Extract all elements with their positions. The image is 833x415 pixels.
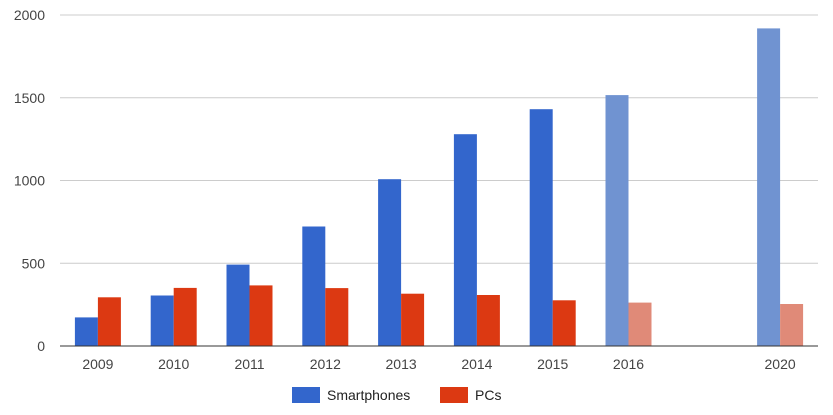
bar-smartphones-2020[interactable] xyxy=(757,28,781,347)
bar-smartphones-2014[interactable] xyxy=(453,134,477,346)
bar-pcs-2013[interactable] xyxy=(401,293,425,346)
y-tick-label: 0 xyxy=(37,338,45,354)
y-tick-label: 2000 xyxy=(14,7,45,23)
legend-swatch-smartphones xyxy=(292,387,320,403)
bar-smartphones-2010[interactable] xyxy=(150,295,174,347)
legend-item-smartphones[interactable]: Smartphones xyxy=(292,387,410,403)
bar-smartphones-2011[interactable] xyxy=(226,264,250,346)
bar-pcs-2012[interactable] xyxy=(325,288,349,346)
bar-smartphones-2015[interactable] xyxy=(529,109,553,346)
gridlines xyxy=(60,14,818,264)
legend-label-pcs: PCs xyxy=(475,387,501,403)
x-tick-label: 2015 xyxy=(537,356,568,372)
bar-pcs-2011[interactable] xyxy=(249,285,273,346)
bar-pcs-2020[interactable] xyxy=(780,304,804,346)
bar-smartphones-2012[interactable] xyxy=(302,226,326,347)
bar-smartphones-2013[interactable] xyxy=(378,179,402,346)
legend-item-pcs[interactable]: PCs xyxy=(440,387,501,403)
x-axis-tick-labels: 2009 2010 2011 2012 2013 2014 2015 2016 2020 xyxy=(82,356,796,372)
y-tick-label: 500 xyxy=(22,255,46,271)
legend: Smartphones PCs xyxy=(292,387,501,403)
bar-pcs-2014[interactable] xyxy=(476,295,500,346)
legend-label-smartphones: Smartphones xyxy=(327,387,410,403)
y-tick-label: 1000 xyxy=(14,173,45,189)
bar-smartphones-2009[interactable] xyxy=(74,317,98,346)
x-tick-label: 2010 xyxy=(158,356,189,372)
bar-pcs-2009[interactable] xyxy=(97,297,121,346)
x-tick-label: 2016 xyxy=(613,356,644,372)
x-tick-label: 2014 xyxy=(461,356,492,372)
x-tick-label: 2012 xyxy=(310,356,341,372)
bar-pcs-2010[interactable] xyxy=(173,287,197,346)
bar-smartphones-2016[interactable] xyxy=(605,95,629,346)
bars xyxy=(74,28,804,347)
x-tick-label: 2020 xyxy=(765,356,796,372)
y-tick-label: 1500 xyxy=(14,90,45,106)
bar-pcs-2015[interactable] xyxy=(552,300,576,346)
y-axis-tick-labels: 0 500 1000 1500 2000 xyxy=(14,7,45,354)
x-tick-label: 2009 xyxy=(82,356,113,372)
x-tick-label: 2013 xyxy=(386,356,417,372)
legend-swatch-pcs xyxy=(440,387,468,403)
bar-pcs-2016[interactable] xyxy=(628,302,652,346)
x-tick-label: 2011 xyxy=(234,356,264,372)
